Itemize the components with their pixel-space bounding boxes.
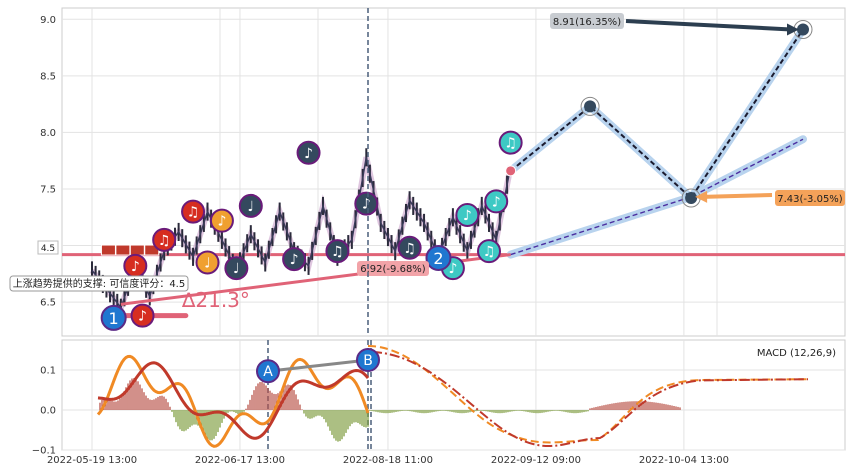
note-marker [282, 247, 307, 272]
price-panel [61, 7, 846, 337]
annotation-arrow-mid [703, 193, 773, 199]
note-glyph: ♫ [158, 233, 171, 249]
note-glyph: ♪ [362, 197, 371, 213]
macd-y-tick: 0.0 [40, 406, 56, 417]
wave-marker-label: 1 [109, 309, 119, 328]
price-y-tick: 8.0 [40, 128, 56, 139]
x-tick-label: 2022-06-17 13:00 [195, 455, 285, 466]
note-marker [209, 208, 234, 233]
macd-y-tick: −0.1 [32, 446, 56, 457]
note-glyph: ♩ [247, 199, 254, 215]
price-y-tick: 8.5 [40, 71, 56, 82]
note-glyph: ♪ [304, 146, 313, 162]
annotation-box-score [37, 240, 59, 255]
note-marker [130, 303, 155, 328]
wave-marker [100, 304, 127, 331]
note-glyph: ♫ [403, 241, 416, 257]
note-marker [181, 199, 206, 224]
note-glyph: ♪ [290, 252, 299, 268]
annotation-box-mid [775, 190, 845, 206]
macd-marker [256, 359, 280, 384]
last-price-dot [505, 165, 517, 177]
sell-marker [115, 244, 131, 256]
forecast-low-line [510, 138, 804, 256]
macd-marker-label: A [263, 364, 273, 380]
forecast-node [584, 100, 597, 113]
note-marker [354, 191, 379, 216]
forecast-node [685, 192, 698, 205]
annotation-arrowhead-mid [695, 190, 708, 203]
note-marker [397, 235, 422, 260]
note-marker [238, 193, 263, 218]
sell-marker [100, 244, 116, 256]
forecast-high-line [510, 28, 804, 200]
note-glyph: ♫ [331, 244, 344, 260]
note-glyph: ♪ [492, 194, 501, 210]
note-marker [455, 202, 480, 227]
note-marker [484, 189, 509, 214]
note-glyph: ♩ [233, 261, 240, 277]
forecast-node [797, 23, 809, 36]
note-marker [325, 239, 350, 264]
note-marker [152, 227, 177, 252]
note-marker [224, 256, 249, 281]
note-glyph: ♫ [187, 205, 200, 221]
wave-marker [425, 244, 452, 271]
note-glyph: ♪ [217, 214, 226, 230]
price-y-tick: 7.5 [40, 184, 56, 195]
note-marker [477, 239, 502, 264]
macd-ab-line [267, 358, 369, 373]
macd-dea-projection [371, 351, 809, 448]
note-glyph: ♪ [131, 259, 140, 275]
note-marker [296, 140, 321, 165]
annotation-mid: 7.43(-3.05%) [777, 194, 843, 205]
note-glyph: ♪ [138, 309, 147, 325]
annotation-angle: ∆21.3° [181, 288, 250, 312]
note-glyph: ♪ [463, 208, 472, 224]
x-tick-label: 2022-09-12 09:00 [491, 455, 581, 466]
x-tick-label: 2022-10-04 13:00 [639, 455, 729, 466]
annotation-support: 上涨趋势提供的支撑: 可信度评分：4.5 [13, 277, 185, 290]
price-y-tick: 9.0 [40, 15, 56, 26]
sell-marker [129, 244, 145, 256]
annotation-box-low [357, 261, 429, 276]
annotation-box-high [550, 13, 624, 29]
note-glyph: ♩ [204, 255, 211, 271]
macd-y-tick: 0.1 [40, 366, 56, 377]
note-glyph: ♫ [504, 136, 517, 152]
annotation-low: 6.92(-9.68%) [360, 264, 426, 275]
note-marker [498, 130, 523, 155]
macd-marker [356, 348, 380, 372]
wave-marker-label: 2 [433, 249, 443, 268]
macd-dif-projection [367, 345, 809, 444]
annotation-arrowhead-high [787, 23, 799, 36]
note-marker [195, 250, 220, 275]
note-glyph: ♫ [483, 244, 496, 260]
macd-title: MACD (12,26,9) [757, 348, 836, 359]
macd-dea-line [97, 361, 370, 440]
macd-marker-label: B [363, 353, 373, 369]
annotation-arrow-high [625, 19, 792, 32]
price-y-tick: 6.5 [40, 298, 56, 309]
x-tick-label: 2022-08-18 11:00 [343, 455, 433, 466]
x-tick-label: 2022-05-19 13:00 [47, 455, 137, 466]
note-glyph: ♪ [448, 261, 457, 277]
forecast-node-ring [580, 96, 600, 116]
annotation-high: 8.91(16.35%) [553, 17, 621, 28]
annotation-score: 4.5 [41, 244, 55, 254]
annotation-box-support [9, 275, 189, 292]
